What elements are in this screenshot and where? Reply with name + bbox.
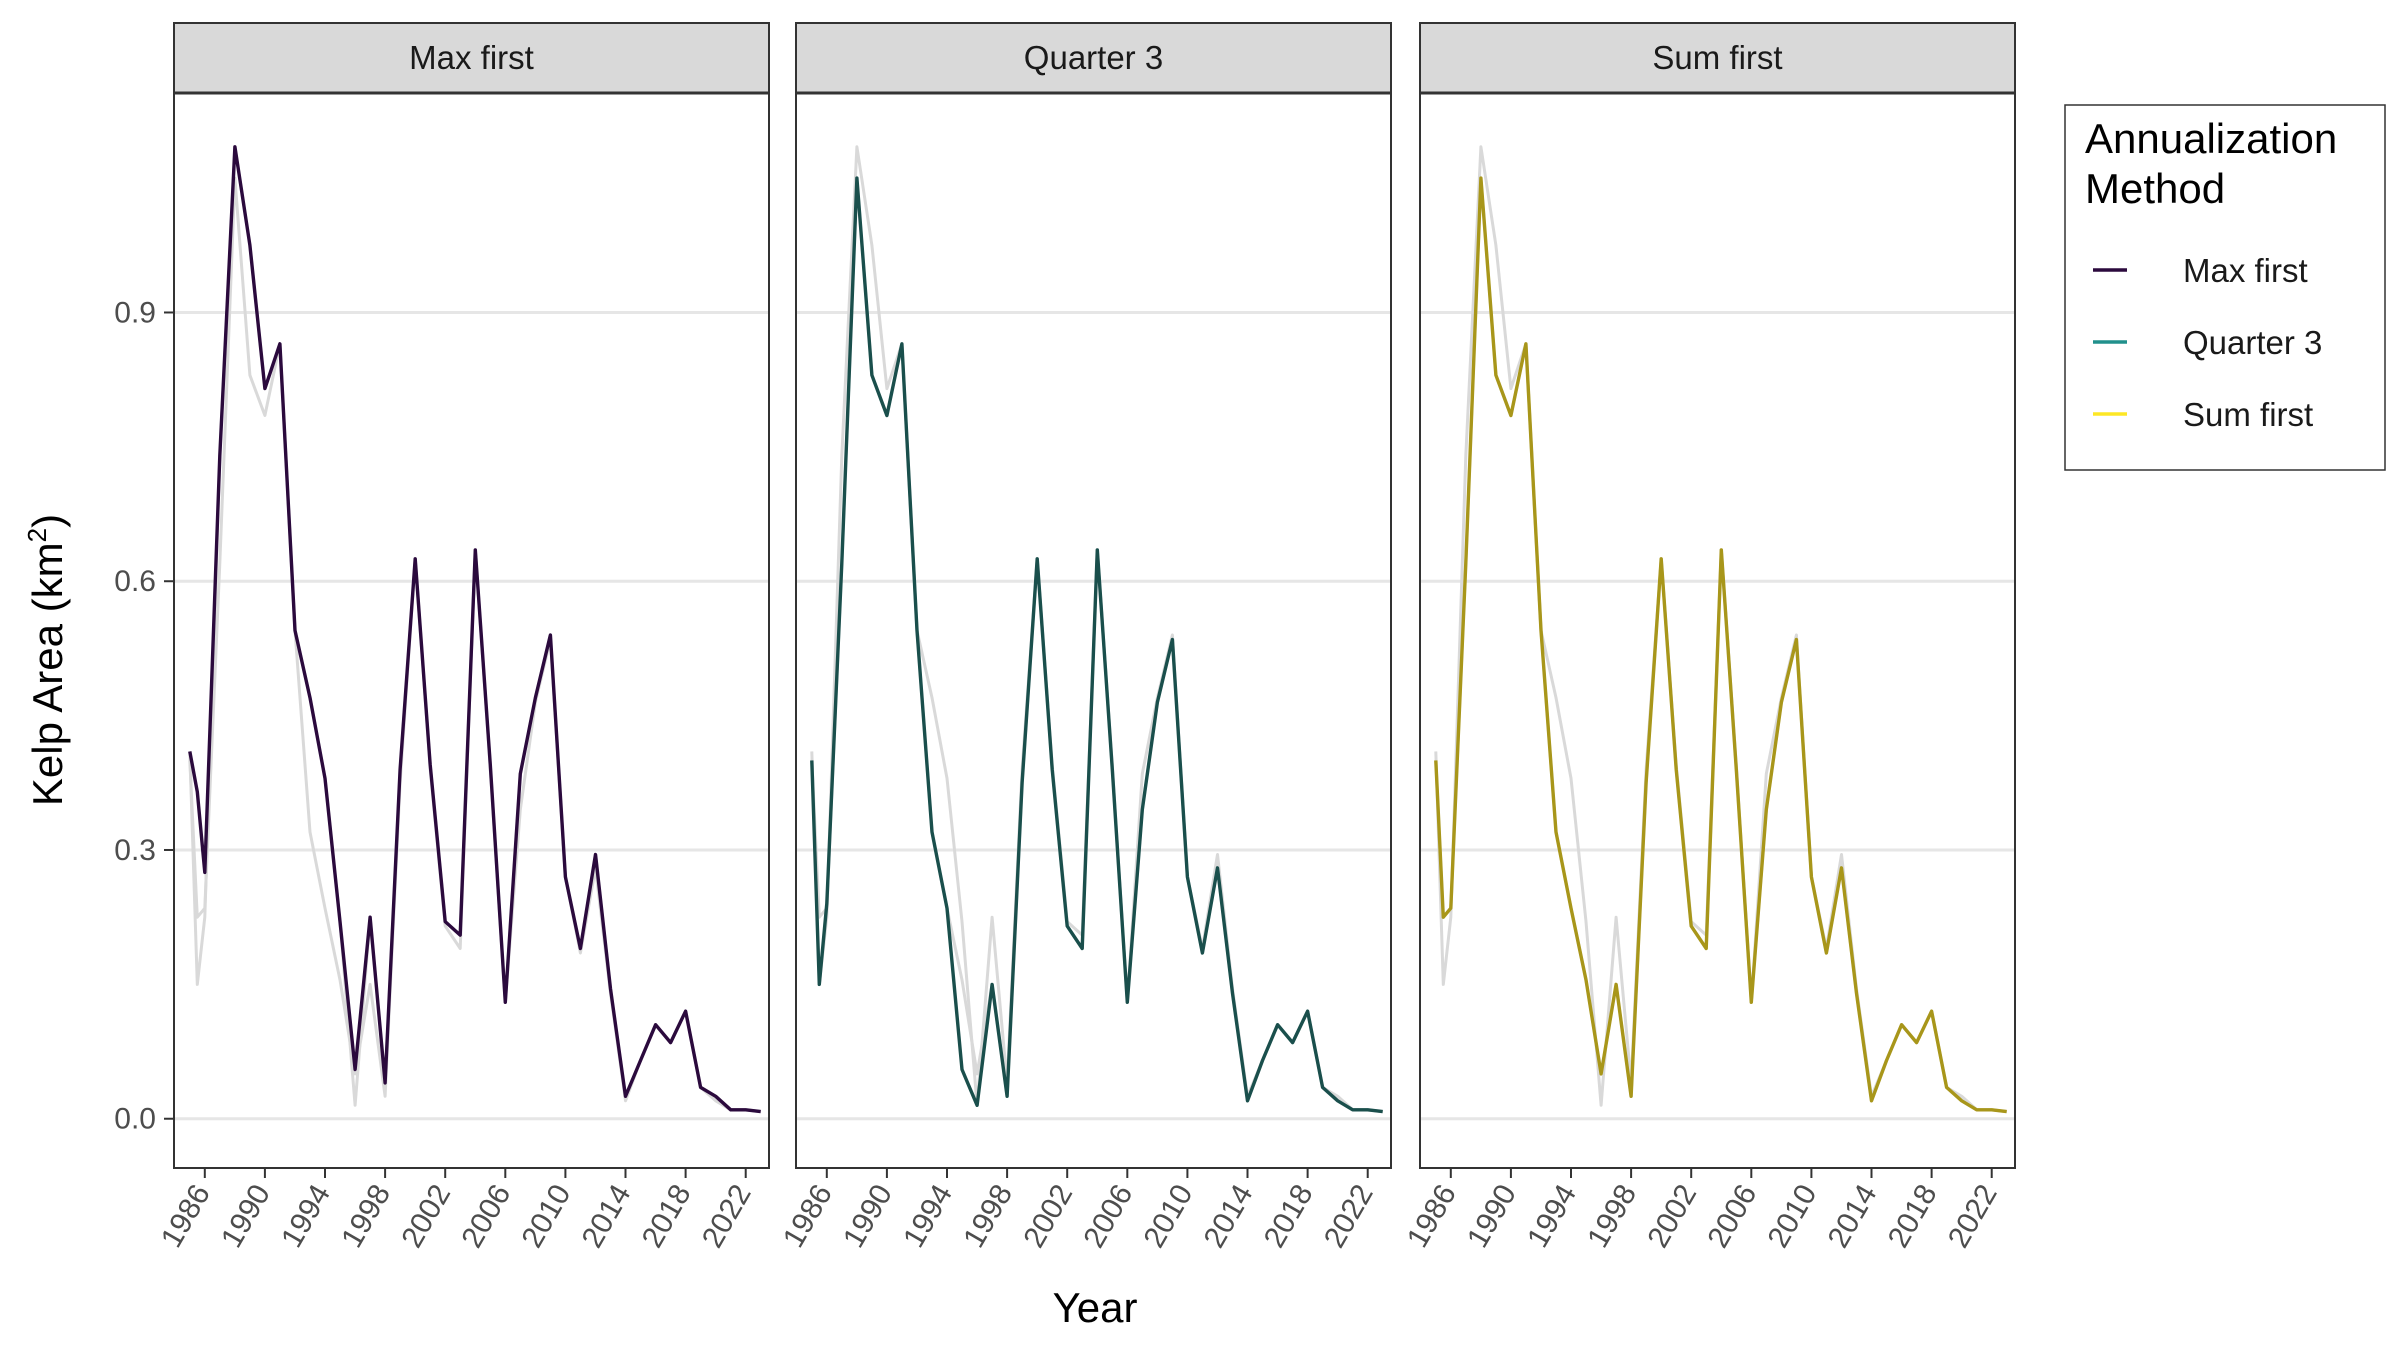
x-tick-label: 1998 [957, 1179, 1019, 1253]
x-axis-title: Year [1053, 1284, 1138, 1331]
series-line [188, 145, 761, 1114]
x-tick-label: 1998 [1581, 1179, 1643, 1253]
legend-label: Sum first [2183, 396, 2313, 433]
x-tick-label: 1990 [1461, 1179, 1523, 1253]
x-tick-label: 2010 [1762, 1179, 1824, 1253]
x-tick-label: 2022 [1942, 1179, 2004, 1253]
x-tick-label: 1994 [275, 1179, 337, 1253]
legend-label: Max first [2183, 252, 2308, 289]
x-tick-label: 2018 [1882, 1179, 1944, 1253]
facet-panel: Quarter 31986199019941998200220062010201… [777, 22, 1392, 1253]
x-tick-label: 1986 [1401, 1179, 1463, 1253]
x-tick-label: 1986 [155, 1179, 217, 1253]
legend-items: Max first Quarter 3 Sum first [2093, 252, 2322, 433]
x-tick-label: 2006 [1077, 1179, 1139, 1253]
facet-strip [795, 22, 1392, 94]
y-axis-title-main: Kelp Area (km [24, 542, 71, 806]
y-tick-label: 0.3 [114, 834, 156, 867]
x-tick-label: 2014 [576, 1179, 638, 1253]
facet-strip [1419, 22, 2016, 94]
legend-box [2064, 104, 2386, 471]
facet-strip [173, 22, 770, 94]
y-tick-label: 0.0 [114, 1103, 156, 1136]
x-tick-label: 1994 [1521, 1179, 1583, 1253]
y-axis-title: Kelp Area (km2) [22, 514, 71, 806]
facet-strip-label: Sum first [1652, 39, 1782, 76]
x-tick-label: 1986 [777, 1179, 839, 1253]
x-tick-label: 2006 [455, 1179, 517, 1253]
facet-strip-label: Quarter 3 [1024, 39, 1163, 76]
x-tick-label: 1990 [215, 1179, 277, 1253]
legend: Annualization Method Max first Quarter 3 S… [2064, 104, 2386, 471]
legend-title-line1: Annualization [2085, 115, 2337, 162]
y-tick-label: 0.6 [114, 565, 156, 598]
x-tick-label: 2006 [1701, 1179, 1763, 1253]
x-tick-label: 2018 [636, 1179, 698, 1253]
x-tick-label: 2018 [1258, 1179, 1320, 1253]
facet-panel: Sum first1986199019941998200220062010201… [1401, 22, 2016, 1253]
x-tick-label: 1994 [897, 1179, 959, 1253]
facet-panel: Max first1986199019941998200220062010201… [155, 22, 770, 1253]
facet-panels: Max first1986199019941998200220062010201… [155, 22, 2016, 1253]
y-axis: 0.0 0.3 0.6 0.9 [114, 296, 174, 1136]
y-axis-title-sup: 2 [22, 528, 52, 542]
x-tick-label: 2022 [696, 1179, 758, 1253]
x-tick-label: 1998 [335, 1179, 397, 1253]
legend-label: Quarter 3 [2183, 324, 2322, 361]
series-line [810, 176, 1383, 1114]
x-tick-label: 2022 [1318, 1179, 1380, 1253]
x-tick-label: 2010 [1138, 1179, 1200, 1253]
x-tick-label: 2002 [395, 1179, 457, 1253]
y-axis-title-close: ) [24, 514, 71, 528]
x-tick-label: 1990 [837, 1179, 899, 1253]
y-tick-label: 0.9 [114, 296, 156, 329]
series-line [1434, 176, 2007, 1114]
facet-strip-label: Max first [409, 39, 534, 76]
x-tick-label: 2002 [1017, 1179, 1079, 1253]
x-tick-label: 2014 [1198, 1179, 1260, 1253]
x-tick-label: 2014 [1822, 1179, 1884, 1253]
x-tick-label: 2002 [1641, 1179, 1703, 1253]
legend-title-line2: Method [2085, 165, 2225, 212]
x-tick-label: 2010 [516, 1179, 578, 1253]
